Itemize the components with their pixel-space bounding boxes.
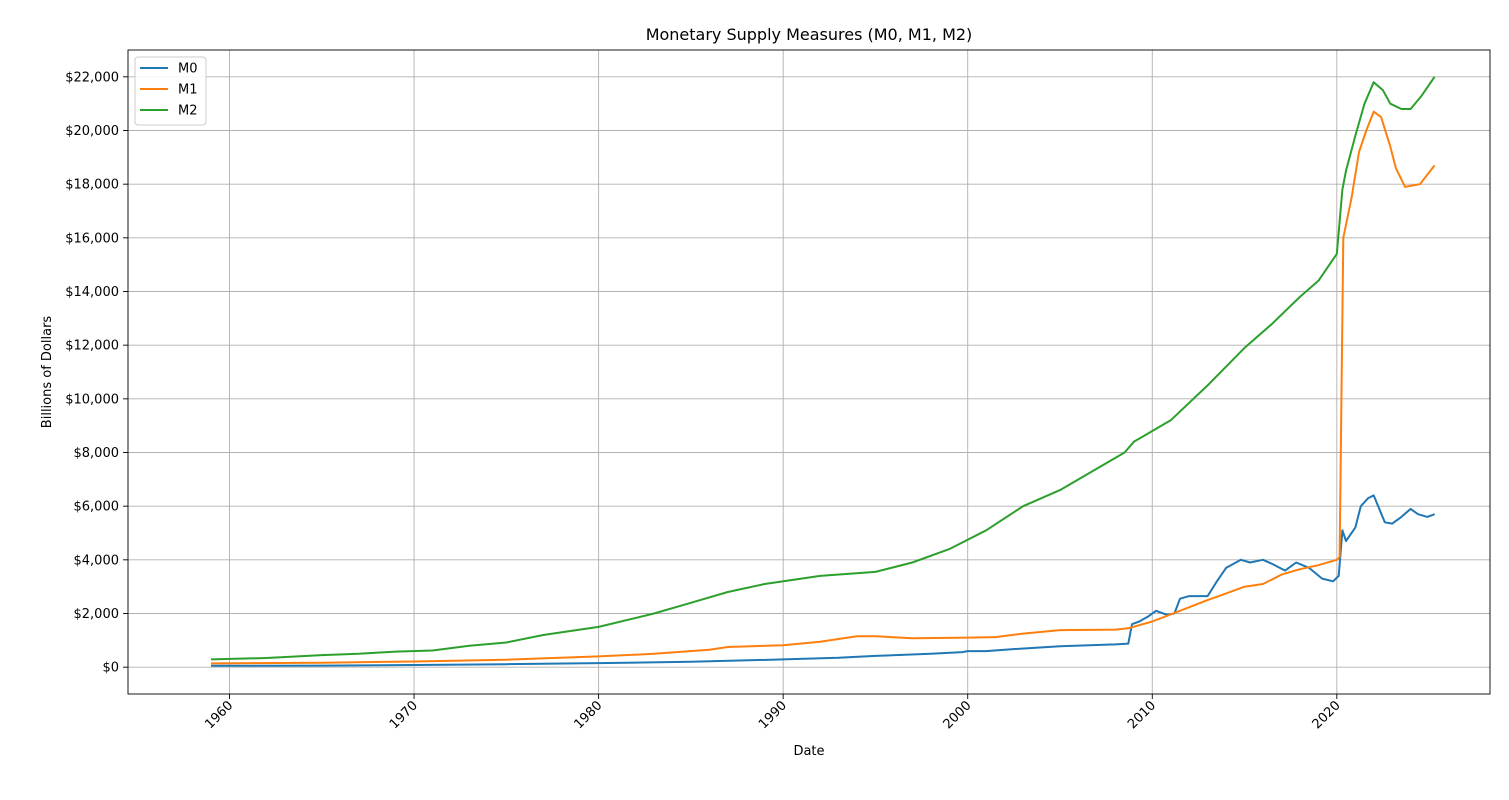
- legend-label-m2: M2: [178, 104, 198, 119]
- y-tick-label: $4,000: [74, 553, 120, 568]
- y-axis-label: Billions of Dollars: [40, 316, 55, 429]
- y-tick-label: $22,000: [65, 70, 119, 85]
- x-tick-label: 2010: [1125, 698, 1159, 732]
- legend-label-m1: M1: [178, 83, 198, 98]
- y-tick-label: $12,000: [65, 339, 119, 354]
- x-tick-label: 1980: [571, 698, 605, 732]
- plot-frame: [127, 49, 1491, 695]
- x-tick-label: 2000: [941, 698, 975, 732]
- series-line-m1: [210, 110, 1436, 665]
- legend-label-m0: M0: [178, 62, 198, 77]
- x-tick-label: 2020: [1310, 698, 1344, 732]
- x-tick-label: 1960: [202, 698, 236, 732]
- y-tick-label: $0: [102, 661, 119, 676]
- grid: [128, 50, 1490, 694]
- y-tick-label: $18,000: [65, 178, 119, 193]
- x-axis-label: Date: [793, 744, 824, 759]
- series-line-m0: [210, 494, 1435, 667]
- x-axis-ticks: 1960 1970 1980 1990 2000 2010 2020: [202, 694, 1344, 732]
- y-tick-label: $10,000: [65, 392, 119, 407]
- chart-title: Monetary Supply Measures (M0, M1, M2): [646, 25, 973, 44]
- y-tick-label: $14,000: [65, 285, 119, 300]
- series-line-m2: [210, 76, 1436, 661]
- legend-box: [134, 56, 207, 126]
- y-tick-label: $16,000: [65, 231, 119, 246]
- x-tick-label: 1990: [756, 698, 790, 732]
- x-tick-label: 1970: [387, 698, 421, 732]
- legend: M0 M1 M2: [134, 56, 207, 126]
- y-tick-label: $2,000: [74, 607, 120, 622]
- y-tick-label: $8,000: [74, 446, 120, 461]
- y-tick-label: $20,000: [65, 124, 119, 139]
- y-axis-ticks: $0 $2,000 $4,000 $6,000 $8,000 $10,000 $12,000…: [65, 70, 128, 676]
- y-tick-label: $6,000: [74, 500, 120, 515]
- series-lines: [210, 76, 1436, 667]
